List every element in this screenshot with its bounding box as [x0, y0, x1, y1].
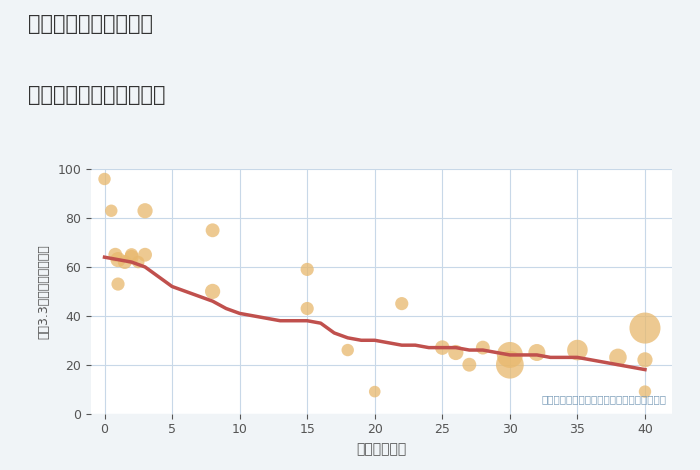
Point: [126, 253, 137, 261]
X-axis label: 築年数（年）: 築年数（年）: [356, 442, 407, 456]
Point: [207, 288, 218, 295]
Point: [126, 251, 137, 258]
Point: [113, 280, 124, 288]
Point: [612, 353, 624, 361]
Point: [639, 324, 650, 332]
Point: [99, 175, 110, 183]
Point: [302, 266, 313, 273]
Point: [302, 305, 313, 312]
Point: [437, 344, 448, 352]
Point: [477, 344, 489, 352]
Point: [207, 227, 218, 234]
Point: [639, 388, 650, 395]
Point: [113, 256, 124, 263]
Point: [133, 258, 144, 266]
Point: [139, 207, 150, 214]
Point: [106, 207, 117, 214]
Point: [504, 351, 515, 359]
Text: 築年数別中古戸建て価格: 築年数別中古戸建て価格: [28, 85, 165, 105]
Text: 円の大きさは、取引のあった物件面積を示す: 円の大きさは、取引のあった物件面積を示す: [541, 394, 666, 404]
Point: [119, 258, 130, 266]
Point: [110, 251, 121, 258]
Point: [342, 346, 354, 354]
Y-axis label: 坪（3.3㎡）単価（万円）: 坪（3.3㎡）単価（万円）: [38, 244, 50, 339]
Point: [572, 346, 583, 354]
Text: 岐阜県岐阜市大宝町の: 岐阜県岐阜市大宝町の: [28, 14, 153, 34]
Point: [504, 361, 515, 368]
Point: [639, 356, 650, 364]
Point: [463, 361, 475, 368]
Point: [531, 349, 542, 356]
Point: [369, 388, 380, 395]
Point: [450, 349, 461, 356]
Point: [396, 300, 407, 307]
Point: [139, 251, 150, 258]
